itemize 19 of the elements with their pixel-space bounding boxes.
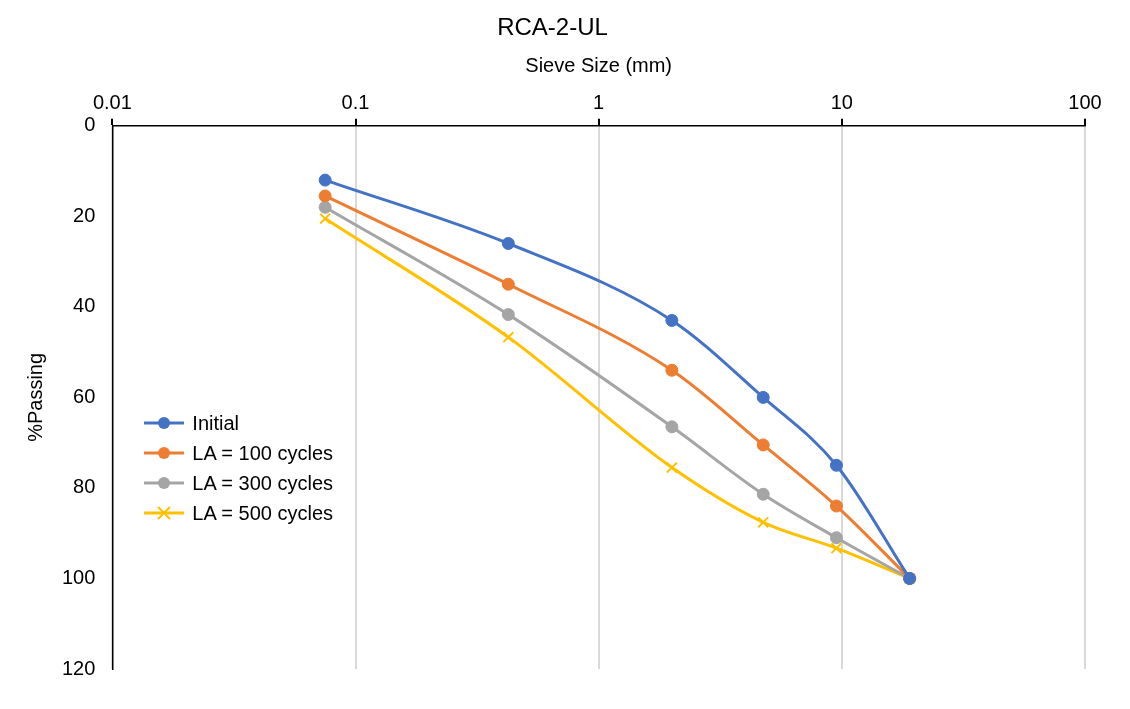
y-tick-label: 100 xyxy=(61,565,96,588)
y-tick-label: 80 xyxy=(73,475,96,498)
y-tick-label: 60 xyxy=(73,384,96,407)
y-tick-label: 120 xyxy=(61,656,96,679)
legend-label: LA = 500 cycles xyxy=(192,501,334,525)
legend-label: LA = 300 cycles xyxy=(192,471,334,495)
x-tick-label: 0.1 xyxy=(341,91,370,114)
x-tick-label: 1 xyxy=(593,91,605,114)
y-axis-title: %Passing xyxy=(23,352,46,442)
x-tick-label: 10 xyxy=(830,91,853,114)
y-tick-label: 0 xyxy=(84,113,96,136)
x-tick-label: 100 xyxy=(1068,91,1102,114)
chart-title: RCA-2-UL xyxy=(497,13,608,41)
legend-label: LA = 100 cycles xyxy=(192,441,334,465)
x-axis-title: Sieve Size (mm) xyxy=(525,54,673,77)
legend-label: Initial xyxy=(192,411,240,435)
x-tick-label: 0.01 xyxy=(92,91,132,114)
y-tick-label: 20 xyxy=(73,203,96,226)
y-tick-label: 40 xyxy=(73,294,96,317)
